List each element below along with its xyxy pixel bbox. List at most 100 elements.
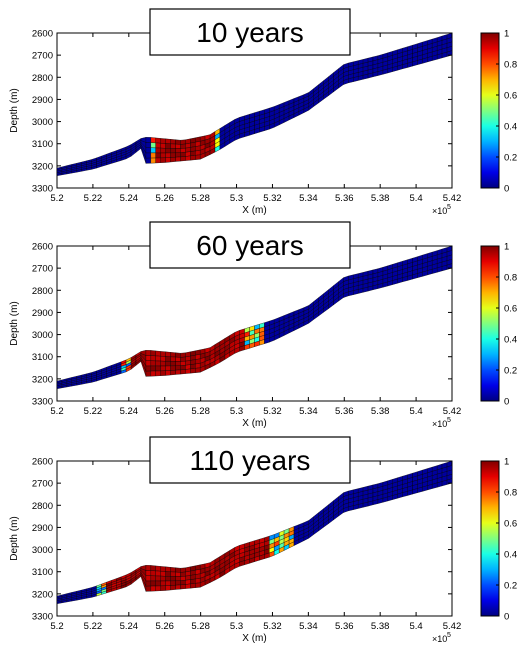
mesh-cells — [56, 32, 453, 177]
y-axis-label: Depth (m) — [9, 88, 20, 132]
mesh-cell — [180, 571, 186, 577]
mesh-cell — [175, 584, 181, 590]
x-tick-label: 5.42 — [443, 621, 462, 632]
mesh-cell — [175, 580, 181, 586]
colorbar-tick-label: 0.8 — [504, 60, 517, 71]
mesh-cell — [155, 142, 161, 149]
y-tick-label: 3000 — [32, 117, 53, 128]
mesh-cell — [160, 566, 166, 572]
mesh-cell — [180, 139, 186, 145]
y-tick-label: 2800 — [32, 73, 53, 84]
mesh-cell — [170, 576, 176, 582]
x-tick-label: 5.38 — [371, 193, 390, 204]
y-axis-label: Depth (m) — [9, 301, 20, 345]
mesh-cell — [145, 580, 151, 587]
mesh-cell — [160, 138, 166, 144]
mesh-cell — [180, 152, 186, 158]
y-tick-label: 2800 — [32, 501, 53, 512]
y-tick-label: 2900 — [32, 523, 53, 534]
y-tick-label: 3200 — [32, 374, 53, 385]
mesh-cell — [165, 585, 171, 591]
mesh-cell — [170, 370, 176, 376]
mesh-cell — [145, 355, 151, 361]
x-tick-label: 5.38 — [371, 406, 390, 417]
x-tick-label: 5.26 — [155, 406, 174, 417]
y-tick-label: 3100 — [32, 139, 53, 150]
mesh-cell — [170, 152, 176, 158]
x-tick-label: 5.34 — [299, 621, 318, 632]
colorbar-tick-label: 1 — [504, 457, 509, 468]
x-tick-label: 5.34 — [299, 406, 318, 417]
mesh-cell — [180, 369, 186, 375]
x-tick-label: 5.4 — [409, 193, 422, 204]
colorbar-tick-label: 0 — [504, 612, 509, 623]
x-tick-label: 5.2 — [50, 193, 63, 204]
colorbar — [480, 245, 500, 402]
x-tick-label: 5.28 — [191, 621, 210, 632]
mesh-cell — [160, 575, 166, 582]
mesh-cell — [175, 576, 181, 581]
y-tick-label: 2800 — [32, 286, 53, 297]
mesh-cell — [150, 137, 156, 144]
x-tick-label: 5.4 — [409, 621, 422, 632]
mesh-cell — [175, 571, 181, 577]
mesh-cell — [145, 137, 151, 143]
mesh-cell — [155, 365, 161, 372]
mesh-cell — [160, 147, 166, 154]
mesh-cell — [175, 361, 181, 366]
x-tick-label: 5.38 — [371, 621, 390, 632]
mesh-cell — [175, 148, 181, 153]
x-tick-label: 5.36 — [335, 193, 354, 204]
panel-3: 5.2 5.22 5.24 5.26 5.28 5.3 5.32 5.34 5.36 5.38 5.… — [9, 436, 517, 644]
x-axis-label: X (m) — [242, 418, 266, 429]
mesh-cell — [145, 142, 151, 148]
colorbar-tick-label: 0.4 — [504, 550, 517, 561]
mesh-cell — [190, 578, 196, 585]
mesh-cell — [195, 150, 201, 156]
title-box — [149, 8, 351, 56]
mesh-cell — [165, 138, 171, 144]
mesh-cell — [150, 350, 156, 357]
mesh-cell — [170, 143, 176, 149]
x-exponent-power: 5 — [447, 417, 451, 424]
mesh-cell — [170, 157, 176, 163]
mesh-cell — [170, 580, 176, 586]
x-tick-label: 5.22 — [84, 193, 103, 204]
mesh-cell — [145, 147, 151, 154]
mesh-cell — [145, 370, 151, 377]
x-tick-label: 5.24 — [120, 193, 139, 204]
colorbar-tick-label: 0 — [504, 184, 509, 195]
colorbar-tick-label: 1 — [504, 242, 509, 253]
y-tick-label: 2900 — [32, 308, 53, 319]
mesh-cell — [190, 363, 196, 370]
mesh-cell — [150, 355, 156, 362]
mesh-cell — [155, 152, 161, 159]
mesh-cell — [150, 157, 156, 164]
mesh-cell — [195, 367, 201, 373]
mesh-cell — [165, 566, 171, 572]
chart-title: 60 years — [196, 230, 303, 261]
y-tick-label: 2900 — [32, 95, 53, 106]
x-tick-label: 5.22 — [84, 406, 103, 417]
mesh-cell — [175, 356, 181, 362]
mesh-cell — [175, 365, 181, 371]
mesh-cell — [190, 574, 196, 580]
x-tick-label: 5.3 — [230, 193, 243, 204]
panel-1: 5.2 5.22 5.24 5.26 5.28 5.3 5.32 5.34 5.36 5.38 5.… — [9, 8, 517, 216]
mesh-cell — [180, 361, 186, 366]
mesh-cell — [170, 148, 176, 154]
mesh-cell — [165, 365, 171, 371]
mesh-cell — [165, 370, 171, 376]
y-tick-label: 3300 — [32, 612, 53, 623]
x-tick-label: 5.2 — [50, 406, 63, 417]
mesh-cell — [165, 157, 171, 163]
mesh-cell — [160, 360, 166, 367]
mesh-cell — [170, 361, 176, 367]
mesh-cell — [150, 147, 156, 154]
mesh-cell — [145, 157, 151, 164]
mesh-cell — [155, 580, 161, 587]
colorbar-tick-label: 0.6 — [504, 91, 517, 102]
mesh-cells — [56, 460, 453, 605]
x-tick-label: 5.36 — [335, 621, 354, 632]
y-tick-label: 2700 — [32, 264, 53, 275]
